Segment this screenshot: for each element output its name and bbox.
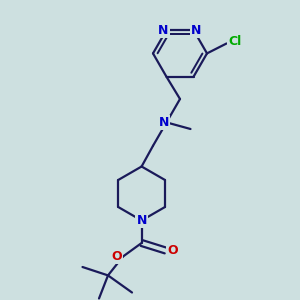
Text: N: N — [136, 214, 147, 227]
Text: N: N — [159, 116, 169, 129]
Text: N: N — [158, 23, 169, 37]
Text: Cl: Cl — [228, 34, 242, 48]
Text: N: N — [191, 23, 202, 37]
Text: O: O — [167, 244, 178, 257]
Text: O: O — [111, 250, 122, 263]
